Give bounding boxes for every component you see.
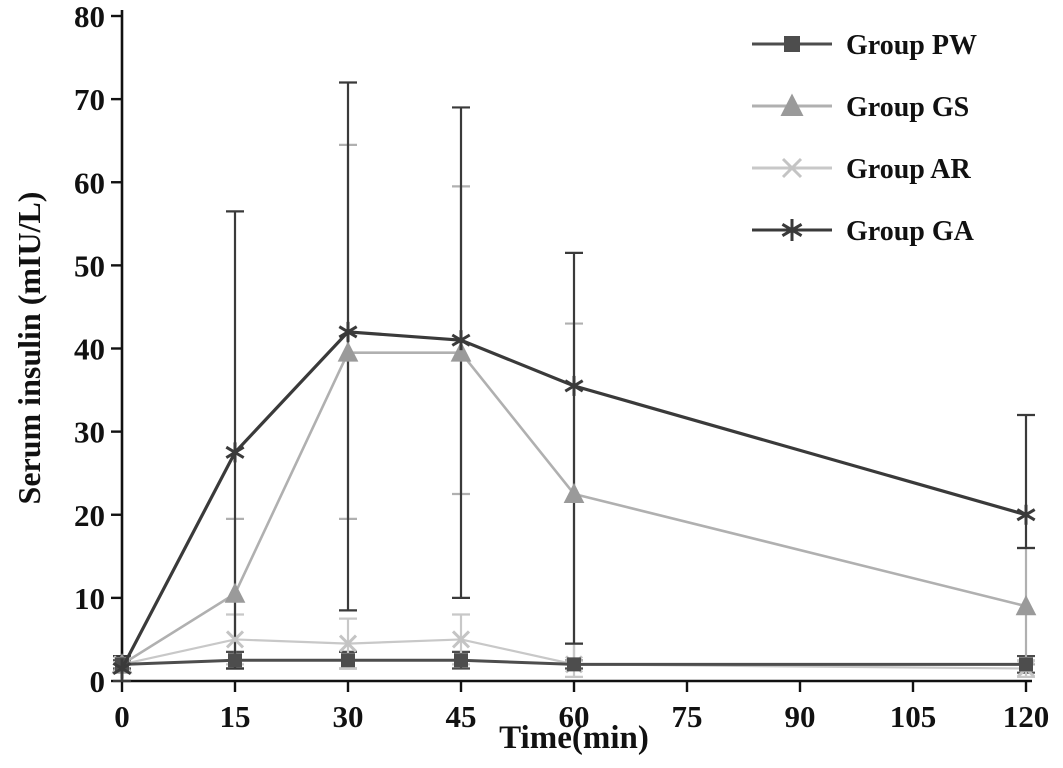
tick-label: 80	[74, 0, 105, 34]
legend-label: Group AR	[846, 154, 972, 185]
y-axis-title: Serum insulin (mIU/L)	[11, 192, 47, 505]
legend-label: Group PW	[846, 30, 977, 61]
marker-square	[1019, 657, 1033, 672]
marker-triangle	[450, 341, 472, 362]
marker-asterisk	[564, 375, 584, 396]
marker-triangle	[563, 482, 585, 503]
legend-item-group-pw: Group PW	[752, 30, 977, 61]
tick-label: 105	[890, 699, 937, 734]
tick-label: 20	[74, 498, 105, 533]
tick-label: 60	[74, 165, 105, 200]
marker-triangle	[780, 93, 804, 116]
legend-item-group-ga: Group GA	[752, 216, 975, 247]
series-line	[121, 351, 1027, 666]
tick-label: 40	[74, 332, 105, 367]
marker-x	[451, 630, 471, 649]
tick-label: 15	[220, 699, 251, 734]
series-line	[121, 658, 1026, 666]
tick-label: 10	[74, 581, 105, 616]
tick-label: 45	[446, 699, 477, 734]
series-line	[120, 330, 1027, 670]
tick-label: 90	[785, 699, 816, 734]
tick-label: 30	[74, 415, 105, 450]
x-axis-title: Time(min)	[499, 720, 649, 756]
legend: Group PW Group GS Group AR Group GA	[752, 30, 977, 247]
axes-layer: 0 15 30 45 60 75 90 105 120 0 10 20 30 40 50 60 70 80	[74, 0, 1049, 734]
tick-label: 120	[1003, 699, 1050, 734]
tick-label: 75	[672, 699, 703, 734]
legend-item-group-ar: Group AR	[752, 154, 972, 185]
series-layer	[111, 321, 1037, 679]
legend-item-group-gs: Group GS	[752, 92, 969, 123]
legend-label: Group GA	[846, 216, 975, 247]
legend-label: Group GS	[846, 92, 969, 123]
marker-triangle	[1015, 594, 1037, 616]
marker-square	[454, 653, 468, 668]
marker-triangle	[224, 582, 246, 603]
marker-asterisk	[338, 321, 358, 342]
marker-square	[784, 36, 800, 52]
tick-label: 60	[559, 699, 590, 734]
marker-x	[781, 157, 803, 179]
series-group-gs	[111, 341, 1037, 674]
marker-square	[341, 653, 355, 668]
series-group-ga	[112, 321, 1036, 679]
tick-label: 50	[74, 248, 105, 283]
marker-x	[338, 634, 358, 653]
marker-asterisk	[225, 442, 245, 463]
tick-label: 70	[74, 82, 105, 117]
marker-square	[228, 653, 242, 668]
marker-triangle	[337, 341, 359, 362]
marker-square	[567, 657, 581, 672]
tick-label: 0	[90, 664, 106, 699]
marker-asterisk	[781, 219, 803, 241]
tick-label: 30	[333, 699, 364, 734]
marker-asterisk	[112, 658, 132, 679]
marker-asterisk	[451, 330, 471, 351]
marker-asterisk	[1016, 504, 1036, 525]
marker-x	[225, 630, 245, 649]
tick-label: 0	[114, 699, 130, 734]
